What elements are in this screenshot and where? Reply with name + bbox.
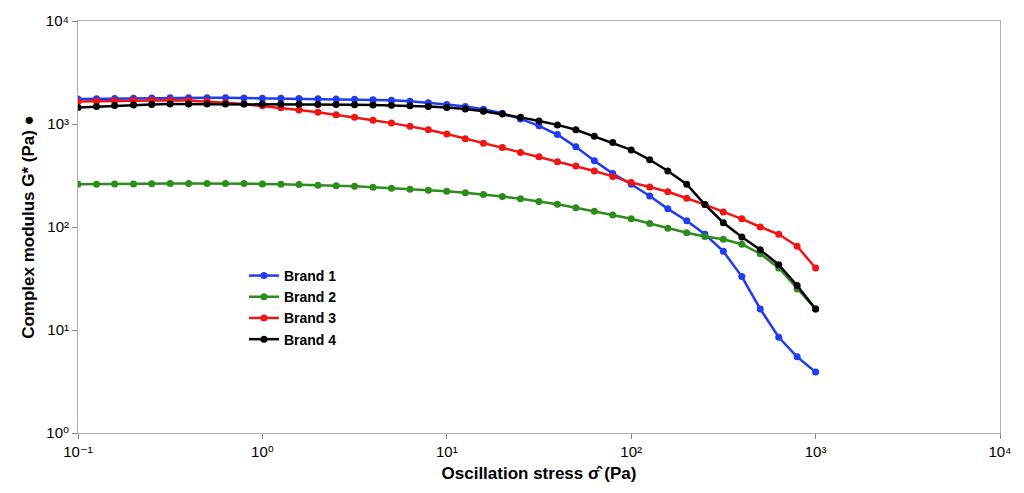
svg-text:Brand 3: Brand 3 [284, 310, 336, 326]
svg-text:10²: 10² [47, 218, 69, 235]
svg-text:10⁰: 10⁰ [46, 424, 69, 441]
svg-text:10³: 10³ [805, 443, 827, 460]
svg-text:10⁻¹: 10⁻¹ [63, 443, 93, 460]
svg-text:10⁴: 10⁴ [988, 443, 1011, 460]
svg-text:10¹: 10¹ [47, 321, 69, 338]
svg-text:Oscillation stress σ̂ (Pa): Oscillation stress σ̂ (Pa) [442, 464, 637, 483]
svg-text:Brand 2: Brand 2 [284, 289, 336, 305]
svg-text:10³: 10³ [47, 115, 69, 132]
svg-text:10¹: 10¹ [436, 443, 458, 460]
svg-text:10⁰: 10⁰ [251, 443, 274, 460]
svg-text:Complex modulus G* (Pa) ●: Complex modulus G* (Pa) ● [19, 115, 38, 339]
svg-text:Brand 4: Brand 4 [284, 332, 336, 348]
svg-text:10⁴: 10⁴ [46, 12, 69, 29]
svg-text:Brand 1: Brand 1 [284, 268, 336, 284]
svg-text:10²: 10² [620, 443, 642, 460]
